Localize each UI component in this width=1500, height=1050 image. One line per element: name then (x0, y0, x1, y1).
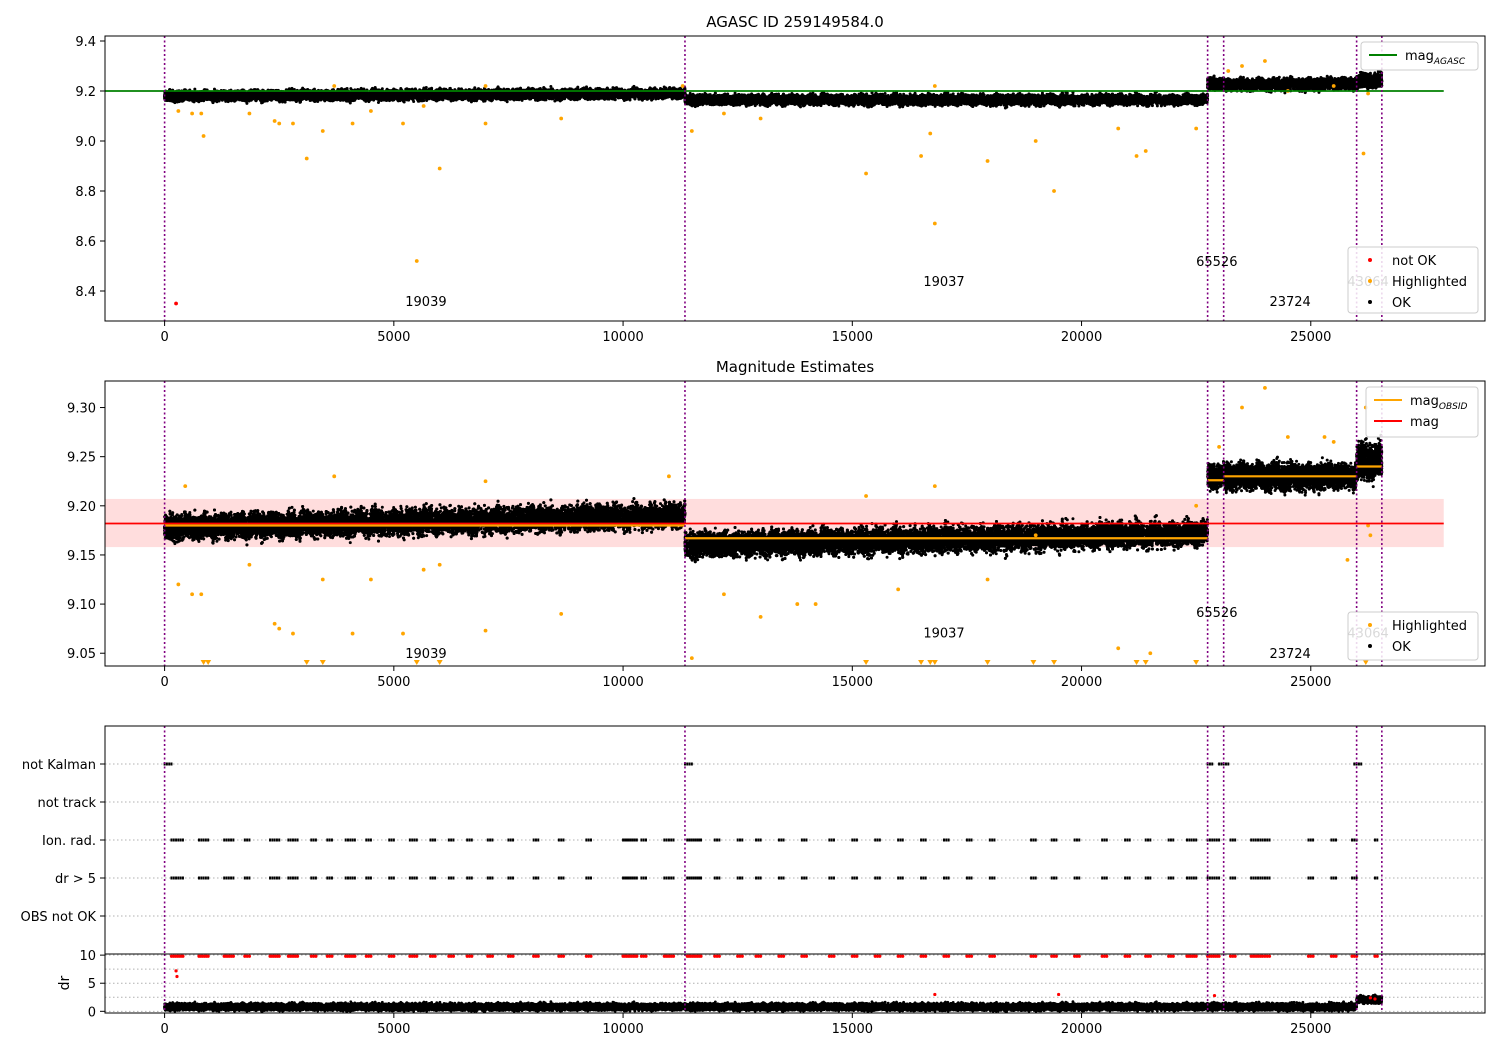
agasc-panel: 1903919037655262372443064 05000100001500… (75, 13, 1500, 345)
